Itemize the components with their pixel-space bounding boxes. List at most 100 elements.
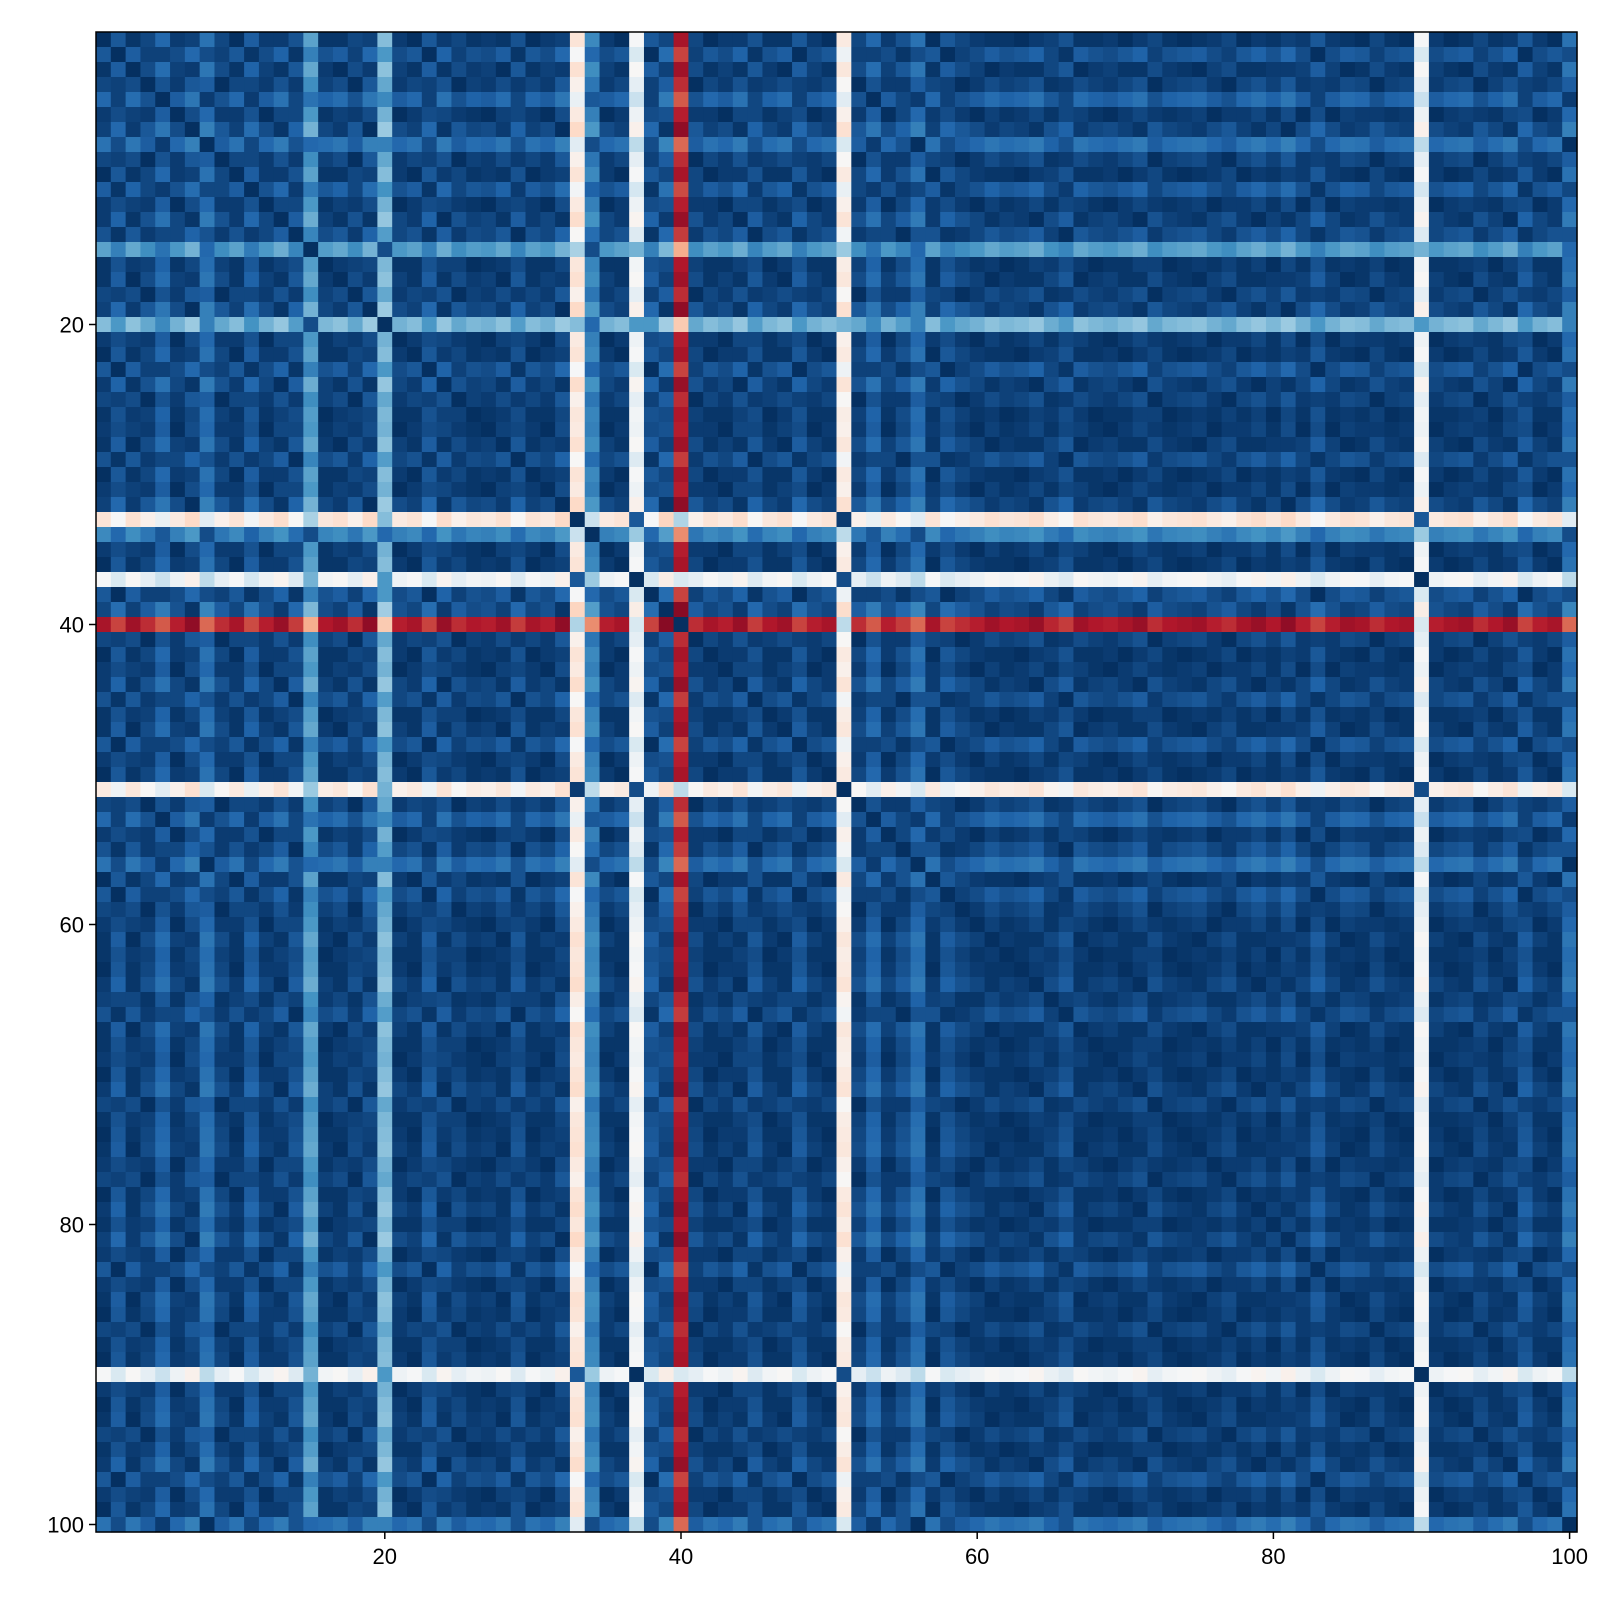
- heatmap-cell: [1103, 677, 1119, 693]
- heatmap-cell: [821, 632, 838, 648]
- heatmap-cell: [303, 227, 319, 243]
- heatmap-cell: [303, 677, 319, 693]
- heatmap-cell: [584, 407, 601, 423]
- heatmap-cell: [407, 737, 423, 753]
- heatmap-cell: [421, 557, 438, 573]
- heatmap-cell: [1117, 32, 1134, 48]
- heatmap-cell: [910, 32, 926, 48]
- heatmap-cell: [318, 122, 334, 138]
- heatmap-cell: [1443, 752, 1460, 768]
- heatmap-cell: [777, 512, 793, 528]
- heatmap-cell: [1029, 287, 1045, 303]
- heatmap-cell: [407, 377, 423, 393]
- heatmap-cell: [806, 392, 823, 408]
- heatmap-cell: [1117, 272, 1134, 288]
- heatmap-cell: [1295, 647, 1312, 663]
- heatmap-cell: [540, 317, 556, 333]
- heatmap-cell: [392, 272, 408, 288]
- heatmap-cell: [1058, 92, 1075, 108]
- heatmap-cell: [1340, 347, 1356, 363]
- heatmap-cell: [451, 392, 467, 408]
- heatmap-cell: [466, 632, 482, 648]
- heatmap-cell: [258, 752, 275, 768]
- heatmap-cell: [1414, 632, 1430, 648]
- heatmap-cell: [1488, 272, 1504, 288]
- heatmap-cell: [821, 512, 838, 528]
- heatmap-cell: [96, 407, 112, 423]
- heatmap-cell: [229, 62, 245, 78]
- heatmap-cell: [318, 452, 334, 468]
- heatmap-cell: [1117, 467, 1134, 483]
- heatmap-cell: [495, 302, 512, 318]
- heatmap-cell: [1340, 632, 1356, 648]
- heatmap-cell: [658, 242, 675, 258]
- heatmap-cell: [969, 767, 986, 783]
- heatmap-cell: [1325, 32, 1341, 48]
- heatmap-cell: [643, 617, 660, 633]
- heatmap-cell: [407, 437, 423, 453]
- heatmap-cell: [1310, 422, 1326, 438]
- heatmap-cell: [1488, 497, 1504, 513]
- heatmap-cell: [747, 722, 764, 738]
- heatmap-cell: [1073, 482, 1089, 498]
- heatmap-cell: [703, 737, 719, 753]
- heatmap-cell: [569, 137, 586, 153]
- heatmap-cell: [1340, 182, 1356, 198]
- heatmap-cell: [673, 602, 689, 618]
- heatmap-cell: [555, 392, 571, 408]
- heatmap-cell: [155, 407, 171, 423]
- heatmap-cell: [1177, 677, 1193, 693]
- heatmap-cell: [244, 152, 260, 168]
- heatmap-cell: [1414, 302, 1430, 318]
- heatmap-cell: [199, 737, 216, 753]
- heatmap-cell: [1206, 602, 1223, 618]
- heatmap-cell: [1428, 122, 1445, 138]
- heatmap-cell: [629, 152, 645, 168]
- heatmap-cell: [407, 707, 423, 723]
- heatmap-cell: [1488, 32, 1504, 48]
- heatmap-cell: [1221, 137, 1237, 153]
- heatmap-cell: [895, 62, 912, 78]
- heatmap-cell: [421, 332, 438, 348]
- heatmap-cell: [96, 722, 112, 738]
- heatmap-cell: [555, 482, 571, 498]
- heatmap-cell: [1340, 467, 1356, 483]
- heatmap-cell: [1103, 767, 1119, 783]
- heatmap-cell: [525, 512, 541, 528]
- heatmap-cell: [703, 692, 719, 708]
- heatmap-cell: [1517, 227, 1534, 243]
- heatmap-cell: [540, 167, 556, 183]
- heatmap-cell: [732, 572, 749, 588]
- heatmap-cell: [214, 407, 230, 423]
- heatmap-cell: [510, 317, 527, 333]
- heatmap-cell: [1029, 227, 1045, 243]
- heatmap-cell: [1325, 362, 1341, 378]
- heatmap-cell: [984, 557, 1001, 573]
- heatmap-cell: [1562, 437, 1578, 453]
- heatmap-cell: [1384, 437, 1400, 453]
- heatmap-cell: [880, 197, 897, 213]
- heatmap-cell: [747, 467, 764, 483]
- heatmap-cell: [866, 317, 882, 333]
- heatmap-cell: [510, 107, 527, 123]
- heatmap-cell: [806, 512, 823, 528]
- heatmap-cell: [495, 92, 512, 108]
- heatmap-cell: [1369, 482, 1386, 498]
- heatmap-cell: [288, 557, 304, 573]
- heatmap-cell: [584, 437, 601, 453]
- heatmap-cell: [125, 287, 142, 303]
- heatmap-cell: [170, 392, 186, 408]
- heatmap-cell: [392, 497, 408, 513]
- heatmap-cell: [895, 392, 912, 408]
- heatmap-cell: [229, 512, 245, 528]
- heatmap-cell: [525, 527, 541, 543]
- heatmap-cell: [318, 467, 334, 483]
- heatmap-cell: [1340, 242, 1356, 258]
- heatmap-cell: [703, 32, 719, 48]
- heatmap-cell: [1221, 722, 1237, 738]
- heatmap-cell: [1384, 332, 1400, 348]
- heatmap-cell: [170, 212, 186, 228]
- heatmap-cell: [866, 707, 882, 723]
- heatmap-cell: [1399, 227, 1415, 243]
- heatmap-cell: [1058, 377, 1075, 393]
